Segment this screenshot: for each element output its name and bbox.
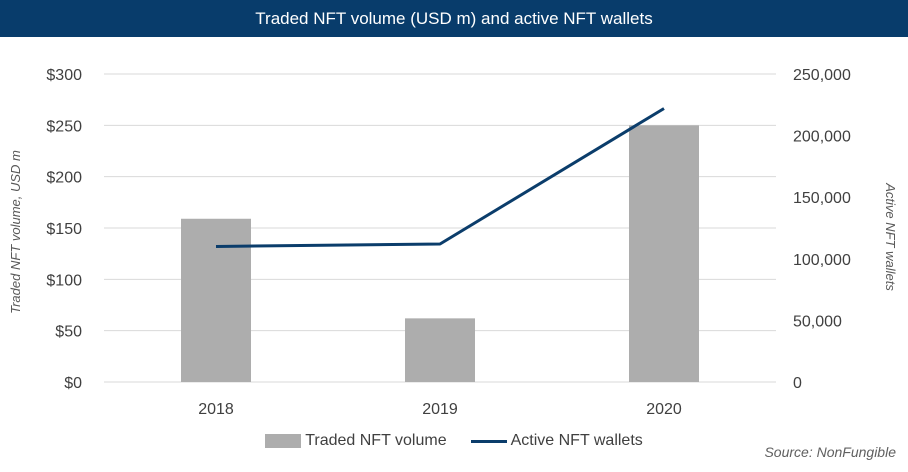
source-note: Source: NonFungible [764,444,896,460]
left-tick-label: $250 [46,118,82,135]
bar-2020 [629,125,699,382]
chart-title: Traded NFT volume (USD m) and active NFT… [0,0,908,37]
left-axis-ticks: $0 $50 $100 $150 $200 $250 $300 [46,67,82,392]
bar-2019 [405,318,475,382]
right-axis-ticks: 0 50,000 100,000 150,000 200,000 250,000 [793,67,851,392]
right-tick-label: 100,000 [793,252,851,269]
line-series [215,107,665,248]
legend-item-wallets: Active NFT wallets [470,432,643,450]
legend-item-volume: Traded NFT volume [265,432,447,450]
line-active-wallets [215,107,665,248]
left-tick-label: $200 [46,170,82,187]
right-tick-label: 150,000 [793,190,851,207]
left-tick-label: $50 [55,324,82,341]
x-tick-label: 2019 [422,401,458,418]
right-tick-label: 250,000 [793,67,851,84]
left-tick-label: $300 [46,67,82,84]
bar-series [181,125,699,382]
bar-2018 [181,218,251,382]
right-tick-label: 200,000 [793,129,851,146]
x-tick-label: 2020 [646,401,682,418]
legend-swatch-bar [265,434,302,448]
left-tick-label: $0 [64,375,82,392]
legend: Traded NFT volume Active NFT wallets [0,430,908,452]
left-tick-label: $150 [46,221,82,238]
y-axis-label-left: Traded NFT volume, USD m [8,150,23,314]
y-axis-label-right: Active NFT wallets [883,182,898,291]
right-tick-label: 50,000 [793,313,842,330]
x-axis-ticks: 2018 2019 2020 [198,401,682,418]
legend-swatch-line [470,439,507,443]
chart-area: $0 $50 $100 $150 $200 $250 $300 0 50,000 100,000… [8,67,898,418]
right-tick-label: 0 [793,375,802,392]
legend-label-volume: Traded NFT volume [305,432,447,449]
legend-label-wallets: Active NFT wallets [510,432,643,449]
x-tick-label: 2018 [198,401,234,418]
left-tick-label: $100 [46,272,82,289]
